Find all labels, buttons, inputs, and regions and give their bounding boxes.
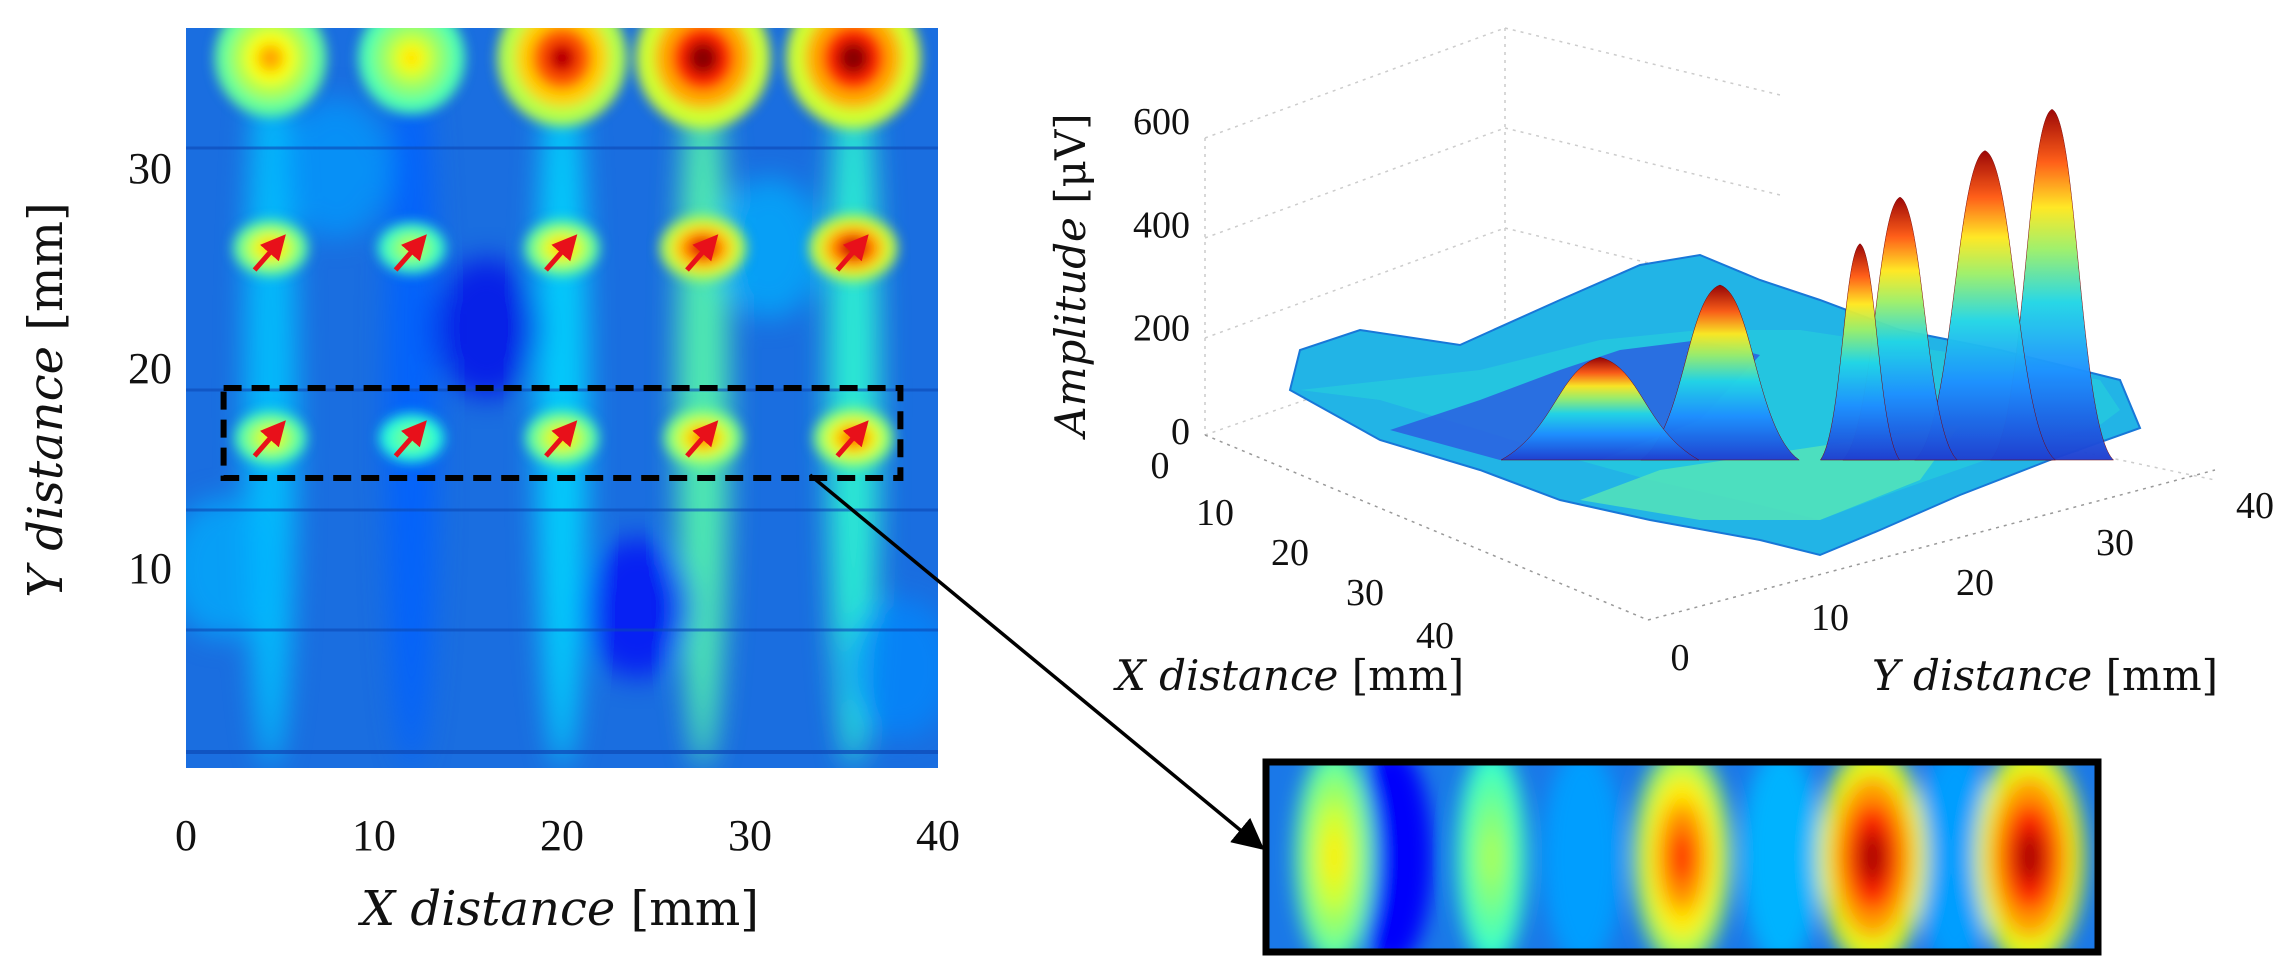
y3d-axis-label: Y distance [mm] xyxy=(1872,651,2218,700)
y3d-tick-label: 30 xyxy=(2096,522,2134,564)
y-tick-label: 20 xyxy=(128,344,172,393)
hotspot xyxy=(263,50,278,66)
y-tick-label: 30 xyxy=(128,144,172,193)
hotspot xyxy=(844,48,863,68)
hotspot xyxy=(404,50,419,66)
column-streak xyxy=(677,28,729,768)
column-streak xyxy=(827,28,880,768)
x-tick-label: 30 xyxy=(728,811,772,860)
y3d-tick-label: 20 xyxy=(1956,562,1994,604)
y3d-tick-labels: 0 10 20 30 40 xyxy=(1671,485,2275,679)
z-tick-label: 600 xyxy=(1133,101,1190,143)
connector-arrow xyxy=(808,473,1265,851)
arrow-markers xyxy=(252,234,869,458)
red-arrow xyxy=(544,234,578,272)
red-arrow xyxy=(393,234,427,272)
y-tick-label: 10 xyxy=(128,544,172,593)
x3d-tick-label: 20 xyxy=(1271,532,1309,574)
x-tick-label: 20 xyxy=(540,811,584,860)
x-tick-label: 40 xyxy=(916,811,960,860)
surface-peak xyxy=(1640,284,1800,461)
surface-peak xyxy=(1500,357,1700,461)
x-tick-label: 0 xyxy=(175,811,197,860)
zoom-background xyxy=(1352,764,1433,950)
background-patch xyxy=(186,498,279,638)
z-tick-label: 400 xyxy=(1133,204,1190,246)
x3d-tick-label: 30 xyxy=(1346,572,1384,614)
z-axis-label: Amplitude [μV] xyxy=(1046,113,1095,440)
zoom-frame xyxy=(1262,758,2102,956)
surface-peak xyxy=(1913,150,2057,461)
z-tick-label: 0 xyxy=(1171,411,1190,453)
red-arrow xyxy=(685,234,719,272)
zoom-background xyxy=(1741,764,1822,950)
z-tick-label: 200 xyxy=(1133,308,1190,350)
y-tick-labels: 10 20 30 xyxy=(128,144,172,593)
x-tick-labels: 0 10 20 30 40 xyxy=(175,811,960,860)
column-streak xyxy=(385,28,438,768)
y-axis-label: Y distance [mm] xyxy=(18,202,74,598)
zoom-background xyxy=(1915,764,1996,950)
background-patch xyxy=(281,98,392,238)
zoom-background xyxy=(1542,764,1623,950)
hotspot xyxy=(694,48,712,68)
background-patch xyxy=(845,598,938,738)
x-axis-label: X distance [mm] xyxy=(357,881,759,937)
y3d-tick-label: 10 xyxy=(1811,597,1849,639)
red-arrow xyxy=(685,420,719,458)
red-arrow xyxy=(544,420,578,458)
y3d-tick-label: 40 xyxy=(2236,485,2274,527)
x3d-tick-label: 40 xyxy=(1416,615,1454,657)
zoom-spot xyxy=(2016,829,2044,885)
z-tick-labels: 0 200 400 600 xyxy=(1133,101,1190,453)
heatmap-image xyxy=(186,28,938,768)
zoom-spot xyxy=(1482,829,1501,885)
x3d-axis-label: X distance [mm] xyxy=(1113,651,1464,700)
red-arrow xyxy=(835,420,869,458)
red-arrow xyxy=(252,234,286,272)
column-streak xyxy=(536,28,588,768)
surface-peak xyxy=(1819,243,1901,461)
zoom-heatmap xyxy=(1262,758,2102,956)
red-arrow xyxy=(252,420,286,458)
zoom-spot xyxy=(1669,829,1695,885)
x3d-tick-label: 0 xyxy=(1151,445,1170,487)
red-arrow xyxy=(393,420,427,458)
selection-box xyxy=(220,385,904,481)
x3d-tick-labels: 0 10 20 30 40 xyxy=(1151,445,1455,657)
red-arrow xyxy=(835,234,869,272)
heatmap-plot: 0 10 20 30 40 10 20 30 X distance [mm] Y dista… xyxy=(18,28,960,937)
background-patch xyxy=(582,538,693,678)
hotspot xyxy=(553,49,571,67)
x3d-tick-label: 10 xyxy=(1196,492,1234,534)
surface-mesh xyxy=(1288,109,2142,557)
zoom-spot xyxy=(1324,829,1345,885)
zoom-spot xyxy=(1858,829,1887,885)
y3d-tick-label: 0 xyxy=(1671,637,1690,679)
background-patch xyxy=(713,178,824,318)
x-tick-label: 10 xyxy=(352,811,396,860)
background-patch xyxy=(431,258,542,398)
